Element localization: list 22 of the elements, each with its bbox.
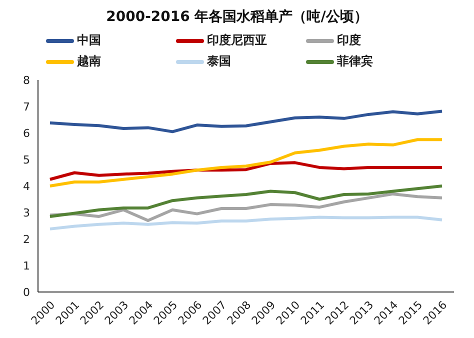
line-series — [48, 138, 444, 188]
y-tick-label: 1 — [23, 259, 30, 272]
legend-label: 印度尼西亚 — [207, 32, 267, 49]
chart-title: 2000-2016 年各国水稻单产（吨/公顷） — [105, 8, 369, 27]
line-series — [48, 161, 444, 181]
legend-label: 菲律宾 — [337, 53, 373, 70]
y-tick-label: 5 — [23, 153, 30, 166]
y-tick-label: 7 — [23, 100, 30, 114]
y-tick-label: 4 — [23, 180, 30, 193]
line-series — [48, 192, 444, 222]
line-series — [48, 216, 444, 230]
y-tick-label: 6 — [23, 126, 30, 140]
y-tick-label: 0 — [23, 286, 30, 299]
y-tick-label: 3 — [23, 206, 30, 220]
y-tick-label: 8 — [23, 74, 30, 87]
legend-label: 印度 — [337, 32, 361, 49]
y-tick-label: 2 — [23, 232, 30, 246]
line-series — [48, 110, 444, 134]
legend-label: 越南 — [77, 53, 101, 70]
line-series — [48, 184, 444, 218]
legend-label: 中国 — [77, 32, 101, 49]
legend-label: 泰国 — [207, 53, 231, 70]
